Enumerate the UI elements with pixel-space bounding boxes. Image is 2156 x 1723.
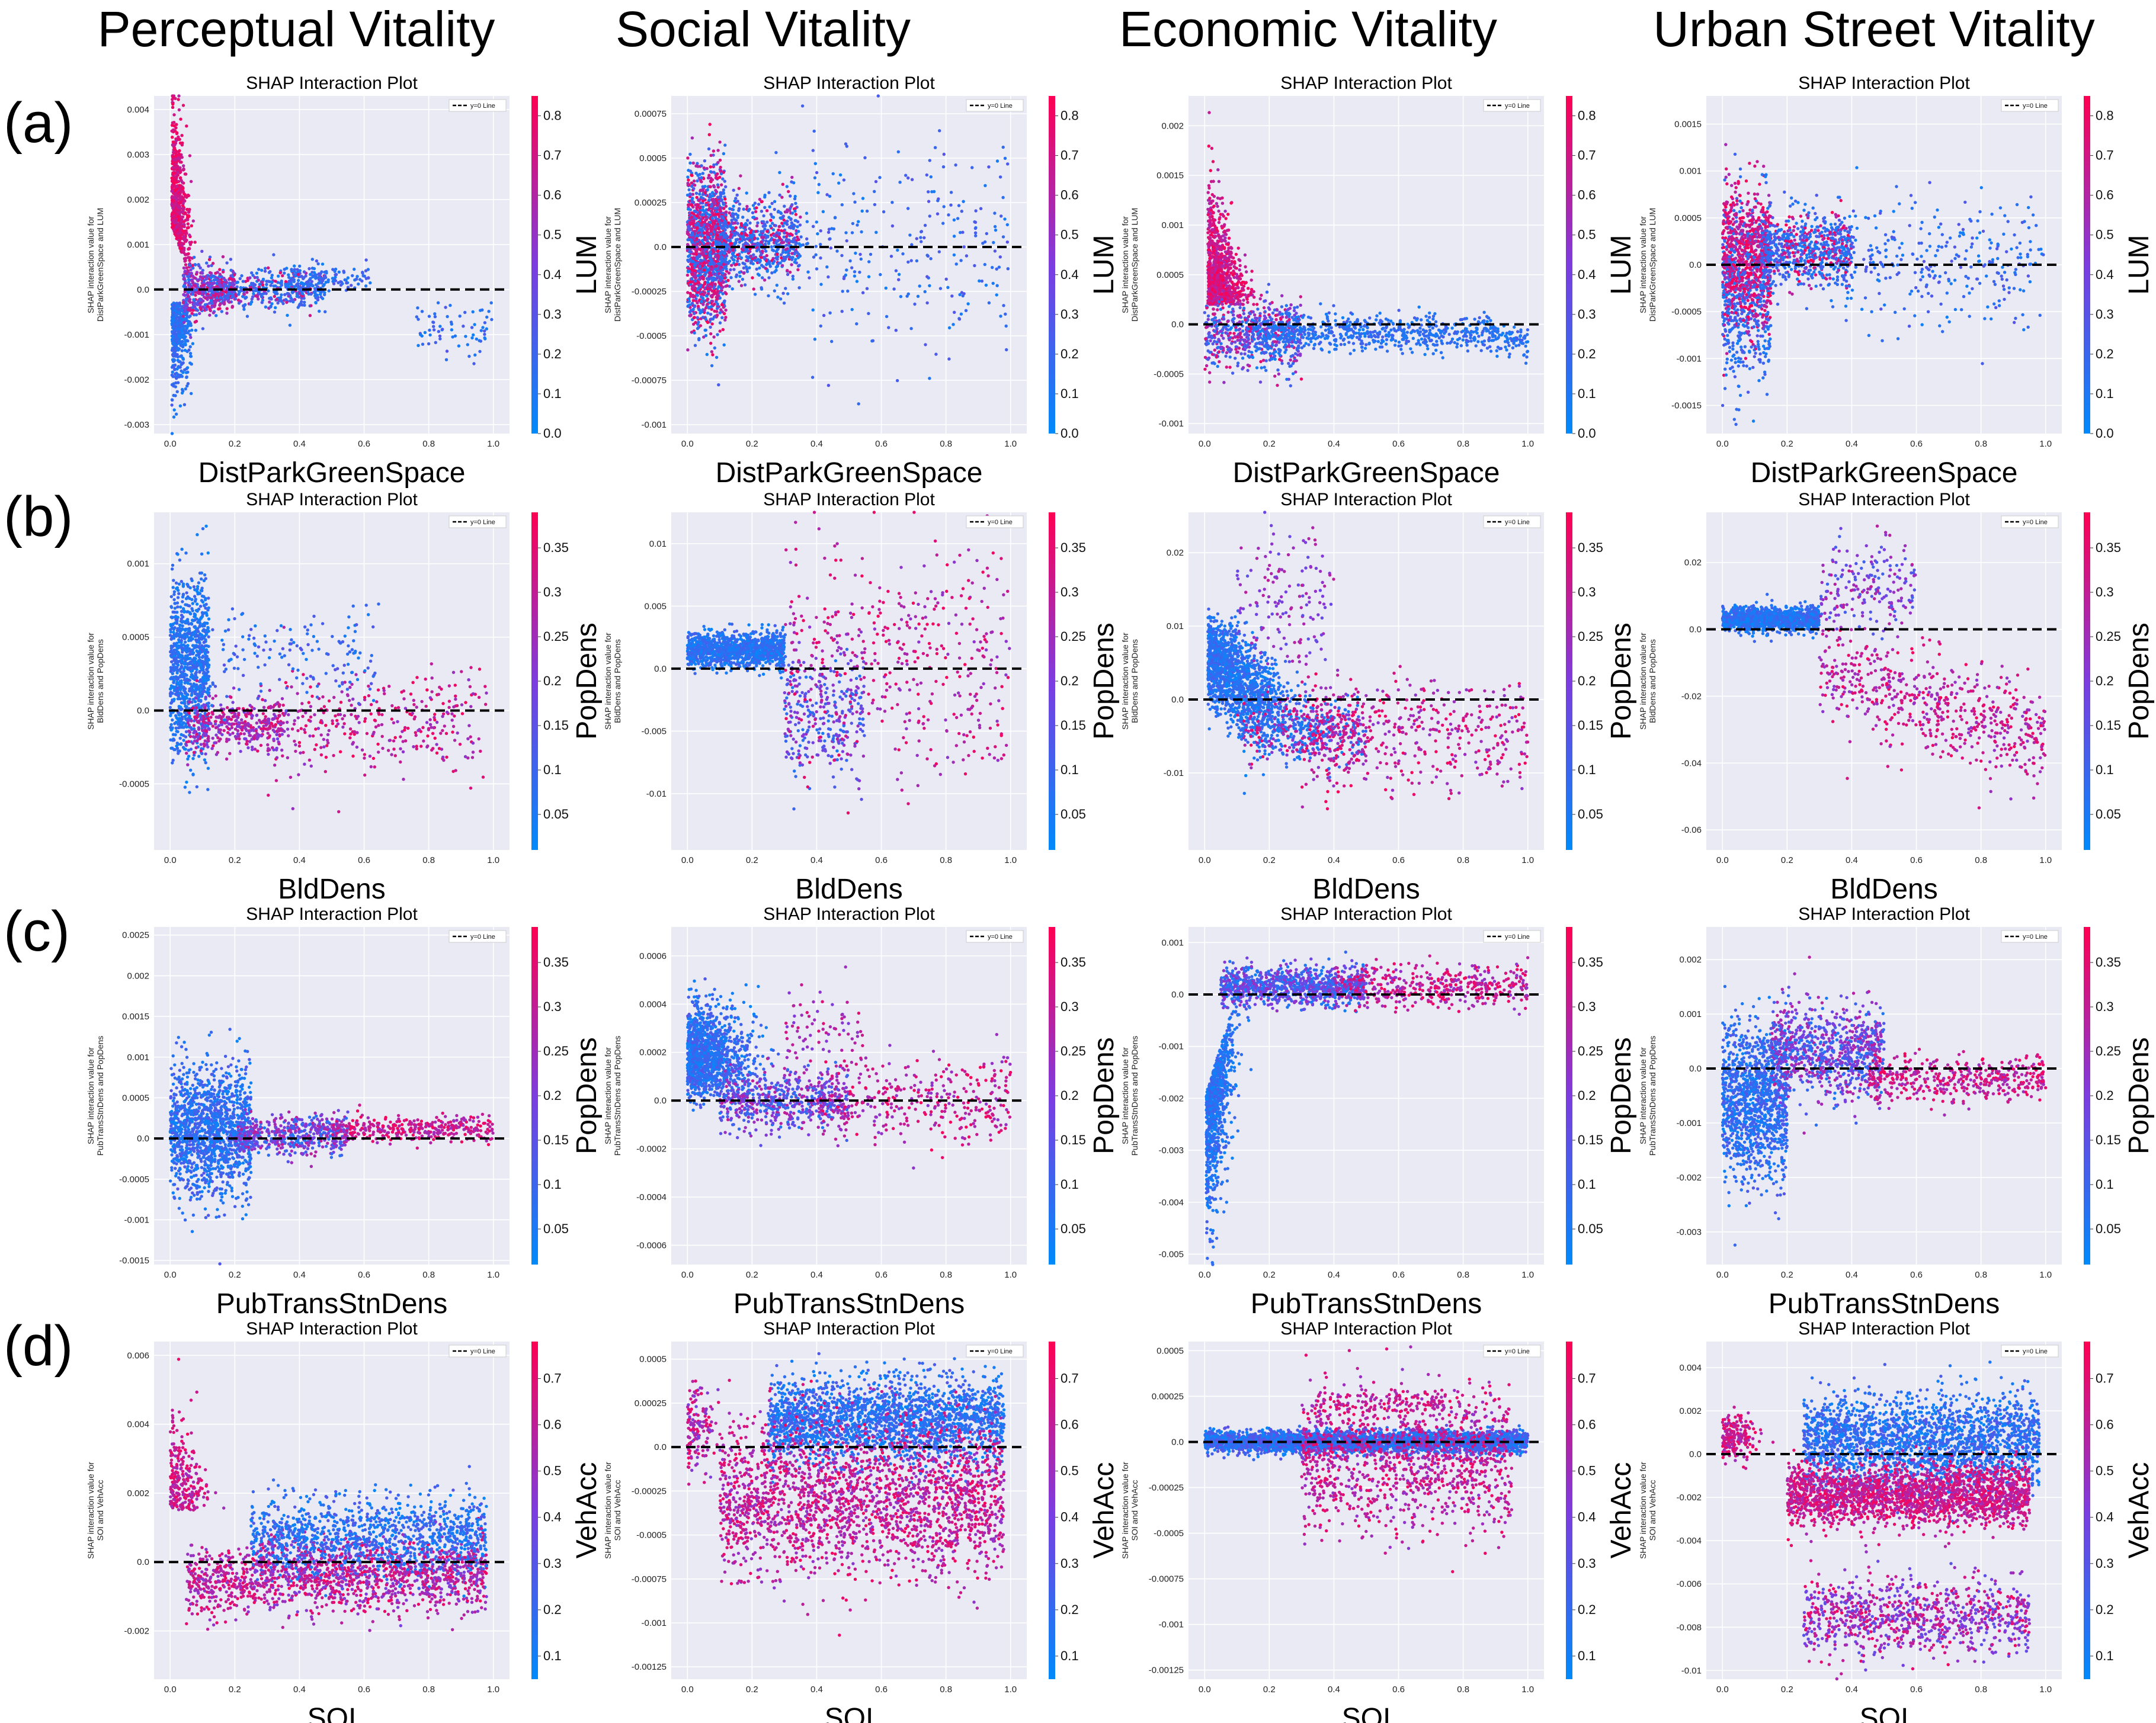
scatter-point — [172, 375, 175, 378]
scatter-point — [183, 403, 186, 406]
scatter-point — [184, 349, 187, 352]
scatter-point — [171, 399, 174, 402]
scatter-point — [192, 219, 195, 222]
row-label-b: (b) — [4, 485, 73, 548]
panel-a1: SHAP Interaction Ploty=0 Line0.0 0.2 0.4 0.… — [86, 73, 603, 489]
scatter-point — [179, 118, 182, 121]
column-title-economic: Economic Vitality — [1119, 1, 1497, 57]
scatter-point — [175, 413, 178, 416]
scatter-point — [185, 376, 188, 379]
scatter-point — [177, 136, 180, 139]
scatter-point — [184, 172, 187, 175]
scatter-point — [177, 98, 180, 101]
scatter-point — [189, 352, 192, 355]
scatter-point — [175, 132, 178, 135]
row-label-c: (c) — [4, 900, 70, 963]
scatter-point — [171, 432, 174, 435]
scatter-point — [176, 353, 179, 356]
scatter-point — [188, 259, 191, 262]
scatter-point — [171, 136, 174, 139]
scatter-point — [176, 390, 179, 393]
scatter-point — [178, 161, 181, 163]
scatter-point — [178, 153, 181, 156]
scatter-point — [189, 345, 192, 348]
scatter-point — [184, 387, 187, 390]
column-titles: Perceptual Vitality Social Vitality Econ… — [98, 1, 2095, 57]
scatter-point — [190, 180, 193, 183]
scatter-point — [172, 360, 175, 363]
scatter-point — [182, 104, 185, 107]
scatter-point — [188, 154, 191, 157]
scatter-point — [178, 158, 181, 161]
scatter-point — [171, 106, 174, 109]
shap-interaction-figure: Perceptual Vitality Social Vitality Econ… — [0, 0, 2156, 1723]
scatter-point — [194, 329, 197, 332]
scatter-point — [178, 108, 181, 111]
scatter-point — [182, 164, 185, 167]
row-labels: (a) (b) (c) (d) — [4, 91, 73, 1378]
row-label-d: (d) — [4, 1314, 73, 1378]
row-label-a: (a) — [4, 91, 73, 155]
scatter-point — [171, 102, 174, 105]
scatter-point — [181, 349, 184, 352]
scatter-point — [191, 342, 194, 345]
column-title-urban-street: Urban Street Vitality — [1653, 1, 2094, 57]
scatter-point — [170, 403, 173, 406]
scatter-point — [172, 415, 175, 418]
scatter-point — [181, 216, 184, 219]
scatter-point — [190, 329, 193, 332]
scatter-point — [185, 124, 188, 127]
scatter-point — [188, 233, 191, 236]
scatter-point — [190, 224, 193, 227]
scatter-point — [174, 97, 177, 100]
scatter-point — [188, 361, 191, 364]
column-title-perceptual: Perceptual Vitality — [98, 1, 495, 57]
scatter-point — [180, 134, 183, 137]
scatter-point — [190, 324, 193, 327]
plot-area — [154, 96, 510, 434]
scatter-point — [187, 222, 190, 225]
column-title-social: Social Vitality — [616, 1, 911, 57]
scatter-point — [171, 155, 174, 158]
scatter-point — [185, 371, 188, 374]
scatter-point — [194, 240, 197, 243]
